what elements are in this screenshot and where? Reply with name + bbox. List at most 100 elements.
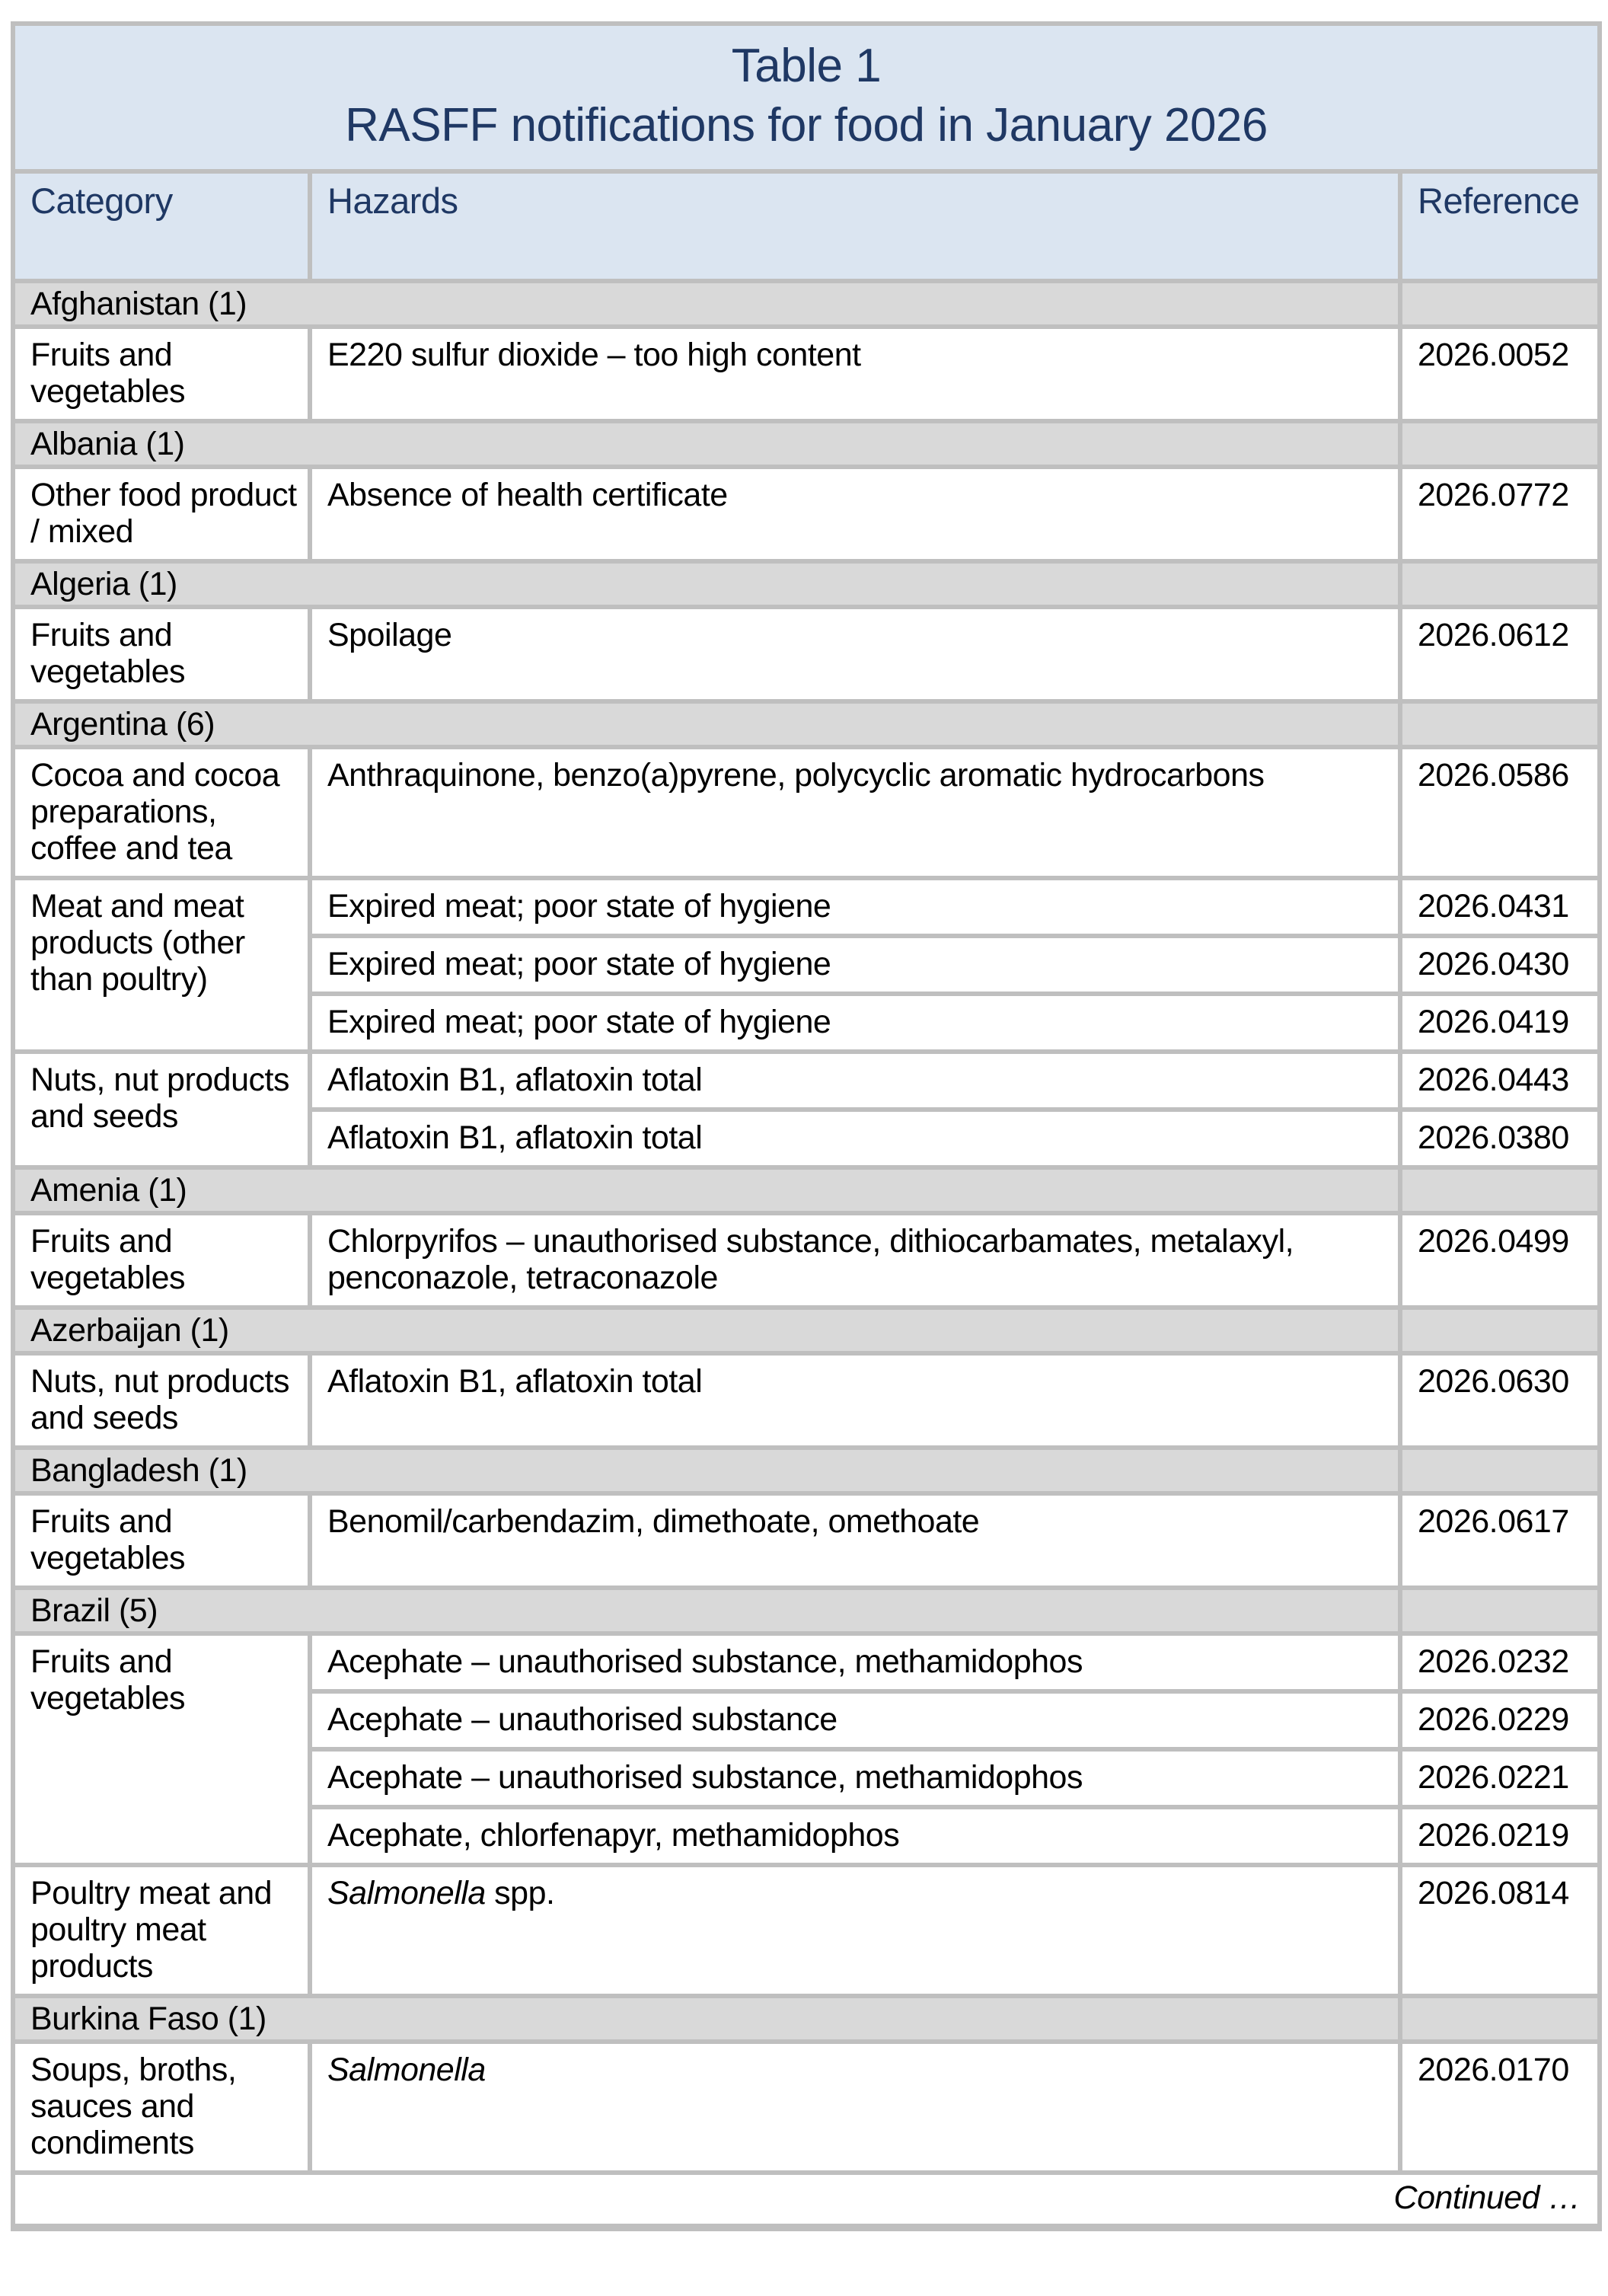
rasff-notifications-table: Table 1 RASFF notifications for food in …: [10, 21, 1603, 2232]
hazard-cell: Salmonella spp.: [308, 1863, 1402, 1999]
category-cell: Soups, broths, sauces and condiments: [11, 2039, 312, 2176]
notification-row: Fruits and vegetables E220 sulfur dioxide…: [11, 324, 1603, 424]
reference-cell: 2026.0443: [1397, 1049, 1603, 1113]
hazard-cell: Chlorpyrifos – unauthorised substance, d…: [308, 1211, 1402, 1311]
hazard-cell: Expired meat; poor state of hygiene: [308, 992, 1402, 1055]
column-header-reference: Reference: [1397, 169, 1603, 284]
table-title: Table 1 RASFF notifications for food in …: [10, 21, 1603, 174]
hazard-italic-term: Salmonella: [327, 1875, 486, 1912]
reference-cell: 2026.0170: [1397, 2039, 1603, 2176]
country-section-row: Brazil (5): [11, 1585, 1603, 1637]
notification-row: Fruits and vegetables Spoilage 2026.0612: [11, 605, 1603, 704]
reference-cell: 2026.0229: [1397, 1689, 1603, 1752]
notification-row: Aflatoxin B1, aflatoxin total 2026.0380: [13, 1107, 1603, 1170]
country-reference-spacer: [1397, 279, 1603, 330]
category-cell: Other food product / mixed: [11, 465, 312, 564]
hazard-cell: Anthraquinone, benzo(a)pyrene, polycycli…: [308, 745, 1402, 881]
hazard-cell: Absence of health certificate: [308, 465, 1402, 564]
notification-row: Acephate – unauthorised substance 2026.02…: [13, 1689, 1603, 1752]
column-header-hazards: Hazards: [308, 169, 1402, 284]
notification-row: Poultry meat and poultry meat products Sa…: [11, 1863, 1603, 1999]
table-title-row: Table 1 RASFF notifications for food in …: [10, 21, 1603, 174]
country-label: Afghanistan (1): [11, 279, 1402, 330]
notification-row: Expired meat; poor state of hygiene 2026.…: [13, 992, 1603, 1055]
notification-row: Meat and meat products (other than poult…: [11, 876, 1603, 1055]
table-body: Afghanistan (1) Fruits and vegetables E220…: [11, 279, 1603, 2176]
country-reference-spacer: [1397, 1305, 1603, 1356]
column-header-row: Category Hazards Reference: [11, 169, 1603, 284]
country-section-row: Bangladesh (1): [11, 1445, 1603, 1496]
country-section-row: Algeria (1): [11, 559, 1603, 610]
country-section-row: Azerbaijan (1): [11, 1305, 1603, 1356]
country-label: Bangladesh (1): [11, 1445, 1402, 1496]
notification-row: Other food product / mixed Absence of hea…: [11, 465, 1603, 564]
hazard-cell: Aflatoxin B1, aflatoxin total: [308, 1351, 1402, 1451]
reference-cell: 2026.0052: [1397, 324, 1603, 424]
category-cell: Fruits and vegetables: [11, 1211, 312, 1311]
country-section-row: Afghanistan (1): [11, 279, 1603, 330]
category-cell: Cocoa and cocoa preparations, coffee and…: [11, 745, 312, 881]
notification-row: Fruits and vegetables Acephate – unauthor…: [11, 1631, 1603, 1868]
country-label: Algeria (1): [11, 559, 1402, 610]
country-section-row: Burkina Faso (1): [11, 1994, 1603, 2045]
hazard-cell: Expired meat; poor state of hygiene: [308, 876, 1402, 939]
notification-row: Soups, broths, sauces and condiments Salm…: [11, 2039, 1603, 2176]
notification-row: Cocoa and cocoa preparations, coffee and…: [11, 745, 1603, 881]
reference-cell: 2026.0431: [1397, 876, 1603, 939]
country-section-row: Albania (1): [11, 419, 1603, 470]
continued-row: Continued …: [10, 2170, 1603, 2232]
hazard-cell: Acephate – unauthorised substance, metha…: [308, 1631, 1402, 1694]
country-label: Albania (1): [11, 419, 1402, 470]
table-title-line2: RASFF notifications for food in January …: [345, 99, 1268, 152]
country-label: Azerbaijan (1): [11, 1305, 1402, 1356]
reference-cell: 2026.0419: [1397, 992, 1603, 1055]
hazard-cell: Benomil/carbendazim, dimethoate, omethoa…: [308, 1491, 1402, 1591]
country-reference-spacer: [1397, 559, 1603, 610]
reference-cell: 2026.0814: [1397, 1863, 1603, 1999]
reference-cell: 2026.0586: [1397, 745, 1603, 881]
notification-row: Acephate – unauthorised substance, metha…: [13, 1747, 1603, 1810]
hazard-italic-term: Salmonella: [327, 2052, 486, 2089]
country-label: Amenia (1): [11, 1165, 1402, 1216]
category-cell: Meat and meat products (other than poult…: [11, 876, 312, 1055]
country-section-row: Amenia (1): [11, 1165, 1603, 1216]
country-label: Burkina Faso (1): [11, 1994, 1402, 2045]
reference-cell: 2026.0232: [1397, 1631, 1603, 1694]
hazard-cell: Acephate – unauthorised substance, metha…: [308, 1747, 1402, 1810]
country-label: Argentina (6): [11, 699, 1402, 750]
country-reference-spacer: [1397, 699, 1603, 750]
column-header-category: Category: [11, 169, 312, 284]
country-reference-spacer: [1397, 1445, 1603, 1496]
category-cell: Fruits and vegetables: [11, 1491, 312, 1591]
category-cell: Fruits and vegetables: [11, 1631, 312, 1868]
notification-row: Fruits and vegetables Chlorpyrifos – unau…: [11, 1211, 1603, 1311]
hazard-cell: Acephate, chlorfenapyr, methamidophos: [308, 1805, 1402, 1868]
hazard-cell: Aflatoxin B1, aflatoxin total: [308, 1049, 1402, 1113]
hazard-cell: E220 sulfur dioxide – too high content: [308, 324, 1402, 424]
continued-note: Continued …: [10, 2170, 1603, 2232]
notification-row: Fruits and vegetables Benomil/carbendazim…: [11, 1491, 1603, 1591]
country-reference-spacer: [1397, 1165, 1603, 1216]
category-cell: Nuts, nut products and seeds: [11, 1049, 312, 1170]
notification-row: Nuts, nut products and seeds Aflatoxin B1…: [11, 1351, 1603, 1451]
hazard-cell: Acephate – unauthorised substance: [308, 1689, 1402, 1752]
country-section-row: Argentina (6): [11, 699, 1603, 750]
notification-row: Expired meat; poor state of hygiene 2026.…: [13, 934, 1603, 997]
hazard-cell: Spoilage: [308, 605, 1402, 704]
reference-cell: 2026.0630: [1397, 1351, 1603, 1451]
country-label: Brazil (5): [11, 1585, 1402, 1637]
reference-cell: 2026.0772: [1397, 465, 1603, 564]
reference-cell: 2026.0221: [1397, 1747, 1603, 1810]
category-cell: Nuts, nut products and seeds: [11, 1351, 312, 1451]
reference-cell: 2026.0499: [1397, 1211, 1603, 1311]
reference-cell: 2026.0430: [1397, 934, 1603, 997]
hazard-cell: Aflatoxin B1, aflatoxin total: [308, 1107, 1402, 1170]
country-reference-spacer: [1397, 1994, 1603, 2045]
hazard-cell: Salmonella: [308, 2039, 1402, 2176]
hazard-cell: Expired meat; poor state of hygiene: [308, 934, 1402, 997]
reference-cell: 2026.0219: [1397, 1805, 1603, 1868]
reference-cell: 2026.0380: [1397, 1107, 1603, 1170]
country-reference-spacer: [1397, 1585, 1603, 1637]
table-title-line1: Table 1: [731, 40, 882, 92]
notification-row: Acephate, chlorfenapyr, methamidophos 202…: [13, 1805, 1603, 1868]
